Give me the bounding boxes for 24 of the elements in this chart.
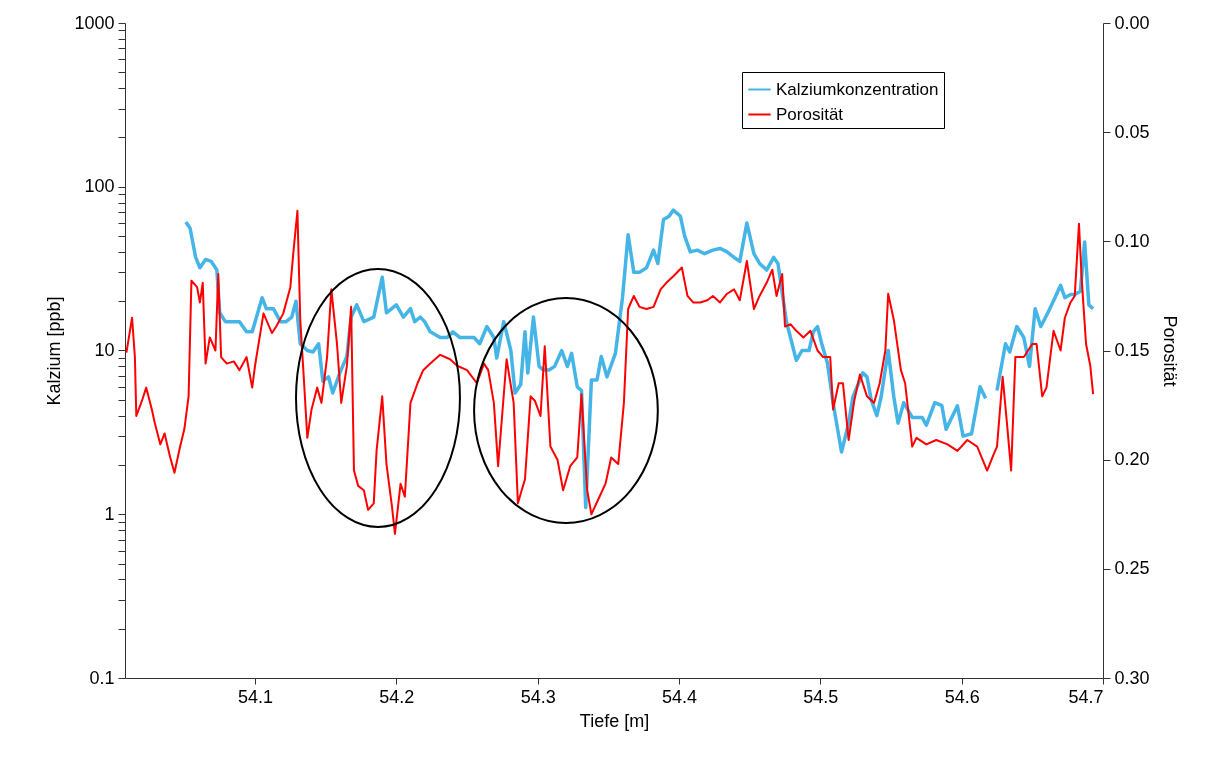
y-tick-label: 1000 — [74, 12, 115, 33]
y2-tick-label: 0.20 — [1114, 449, 1150, 470]
y2-axis-title: Porosität — [1159, 315, 1180, 387]
y-tick-label: 100 — [84, 176, 115, 197]
y-tick-label: 0.1 — [89, 667, 115, 688]
y2-tick-label: 0.05 — [1114, 121, 1150, 142]
x-axis-title: Tiefe [m] — [579, 710, 650, 731]
x-tick-label: 54.4 — [661, 686, 698, 707]
y2-tick-label: 0.10 — [1114, 230, 1150, 251]
y-tick-label: 10 — [94, 340, 115, 360]
y2-tick-label: 0.30 — [1114, 667, 1150, 688]
y2-tick-label: 0.15 — [1114, 340, 1150, 360]
y2-tick-label: 0.25 — [1114, 558, 1150, 579]
y-axis-title: Kalzium [ppb] — [44, 296, 65, 406]
x-tick-label: 54.1 — [238, 686, 274, 707]
x-tick-label: 54.6 — [944, 686, 980, 707]
x-tick-label: 54.7 — [1068, 686, 1104, 707]
y2-tick-label: 0.00 — [1114, 12, 1150, 33]
x-tick-label: 54.2 — [379, 686, 415, 707]
x-tick-label: 54.5 — [803, 686, 839, 707]
x-tick-label: 54.3 — [520, 686, 556, 707]
legend-label: Kalziumkonzentration — [776, 79, 939, 99]
y-tick-label: 1 — [104, 503, 115, 524]
legend-label: Porosität — [776, 104, 844, 124]
